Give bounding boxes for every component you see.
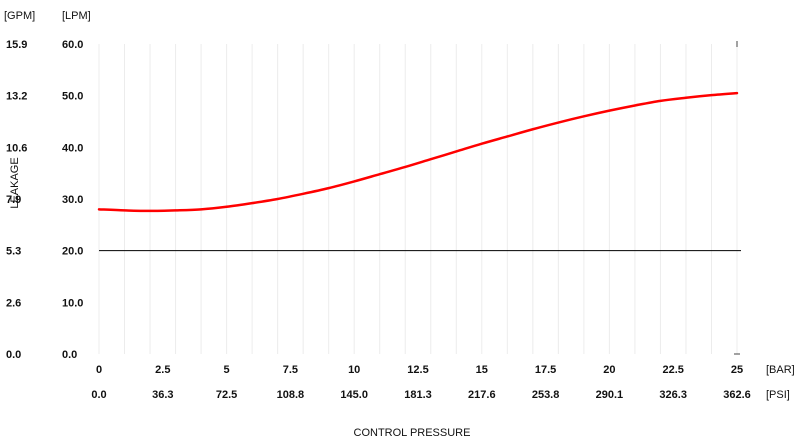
x-tick-label-psi: 362.6 <box>723 389 751 401</box>
y-tick-label-lpm: 20.0 <box>62 246 83 258</box>
grid-lines <box>98 41 740 355</box>
y-tick-label-gpm: 5.3 <box>6 246 21 258</box>
y-tick-label-gpm: 7.9 <box>6 194 21 206</box>
y-tick-label-lpm: 40.0 <box>62 142 83 154</box>
x-unit-label-bar: [BAR] <box>766 364 795 376</box>
y-tick-label-lpm: 0.0 <box>62 349 77 361</box>
y-tick-label-lpm: 60.0 <box>62 39 83 51</box>
y-tick-label-gpm: 15.9 <box>6 39 27 51</box>
x-tick-label-psi: 290.1 <box>596 389 624 401</box>
x-tick-label-bar: 0 <box>96 364 102 376</box>
x-tick-label-psi: 72.5 <box>216 389 237 401</box>
x-tick-label-bar: 7.5 <box>283 364 298 376</box>
y-tick-label-lpm: 50.0 <box>62 91 83 103</box>
x-tick-label-psi: 36.3 <box>152 389 173 401</box>
x-tick-label-psi: 217.6 <box>468 389 496 401</box>
y-tick-label-lpm: 30.0 <box>62 194 83 206</box>
x-tick-label-bar: 5 <box>224 364 230 376</box>
x-tick-label-psi: 253.8 <box>532 389 560 401</box>
x-tick-label-psi: 145.0 <box>340 389 368 401</box>
y-tick-label-gpm: 2.6 <box>6 297 21 309</box>
x-tick-label-psi: 181.3 <box>404 389 432 401</box>
x-tick-label-bar: 2.5 <box>155 364 170 376</box>
tick-labels: 0.010.020.030.040.050.060.00.02.65.37.91… <box>6 39 751 401</box>
x-tick-label-psi: 0.0 <box>91 389 106 401</box>
y-unit-label-gpm: [GPM] <box>4 10 35 22</box>
x-tick-label-bar: 20 <box>603 364 615 376</box>
x-tick-label-bar: 15 <box>476 364 488 376</box>
x-tick-label-bar: 12.5 <box>407 364 428 376</box>
y-unit-label-lpm: [LPM] <box>62 10 91 22</box>
x-tick-label-bar: 17.5 <box>535 364 556 376</box>
series-line <box>97 91 739 213</box>
x-unit-label-psi: [PSI] <box>766 389 790 401</box>
x-tick-label-bar: 25 <box>731 364 743 376</box>
x-tick-label-psi: 326.3 <box>659 389 687 401</box>
y-tick-label-gpm: 13.2 <box>6 91 27 103</box>
x-tick-label-bar: 10 <box>348 364 360 376</box>
x-tick-label-psi: 108.8 <box>277 389 305 401</box>
y-tick-label-lpm: 10.0 <box>62 297 83 309</box>
y-tick-label-gpm: 0.0 <box>6 349 21 361</box>
x-tick-label-bar: 22.5 <box>662 364 683 376</box>
y-axis-label: LEAKAGE <box>9 157 21 208</box>
series-group <box>97 91 739 213</box>
x-axis-label: CONTROL PRESSURE <box>354 427 471 439</box>
y-tick-label-gpm: 10.6 <box>6 142 27 154</box>
